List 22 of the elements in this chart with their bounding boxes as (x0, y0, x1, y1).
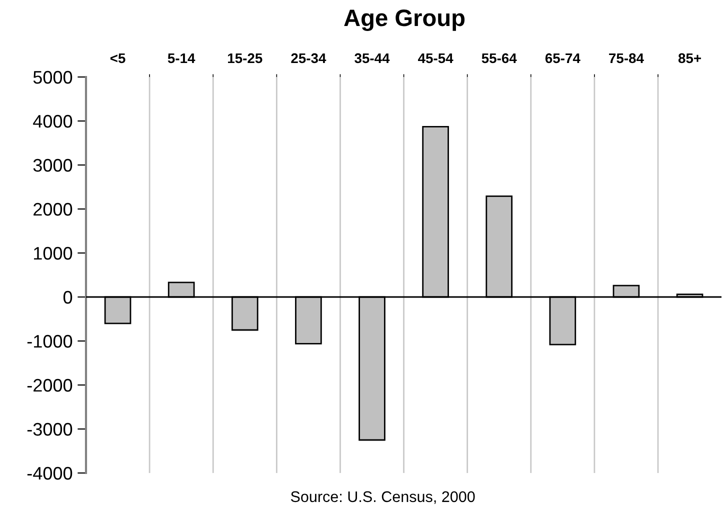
x-tick-label: 25-34 (291, 53, 326, 64)
y-tick-label: 1000 (34, 246, 72, 260)
y-tick-label: -2000 (27, 378, 72, 392)
y-tick-label: -4000 (27, 466, 72, 480)
x-tick-label: 65-74 (545, 53, 580, 64)
y-tick-label: -3000 (27, 422, 72, 436)
x-tick-label: <5 (110, 53, 126, 64)
y-tick-label: 2000 (34, 202, 72, 216)
x-tick-label: 55-64 (482, 53, 517, 64)
y-tick-label: 5000 (33, 70, 72, 84)
y-tick-label: 3000 (33, 158, 72, 172)
x-tick-label: 15-25 (228, 53, 262, 64)
x-tick-label: 85+ (678, 53, 701, 64)
x-tick-label: 75-84 (609, 53, 644, 64)
y-tick-label: 0 (63, 290, 72, 304)
x-tick-label: 5-14 (168, 53, 196, 64)
x-tick-label: 35-44 (354, 53, 390, 64)
y-tick-label: 4000 (33, 114, 72, 128)
source-note: Source: U.S. Census, 2000 (290, 491, 475, 504)
chart-title: Age Group (344, 10, 465, 32)
x-tick-label: 45-54 (418, 53, 454, 64)
y-tick-label: -1000 (27, 334, 72, 348)
